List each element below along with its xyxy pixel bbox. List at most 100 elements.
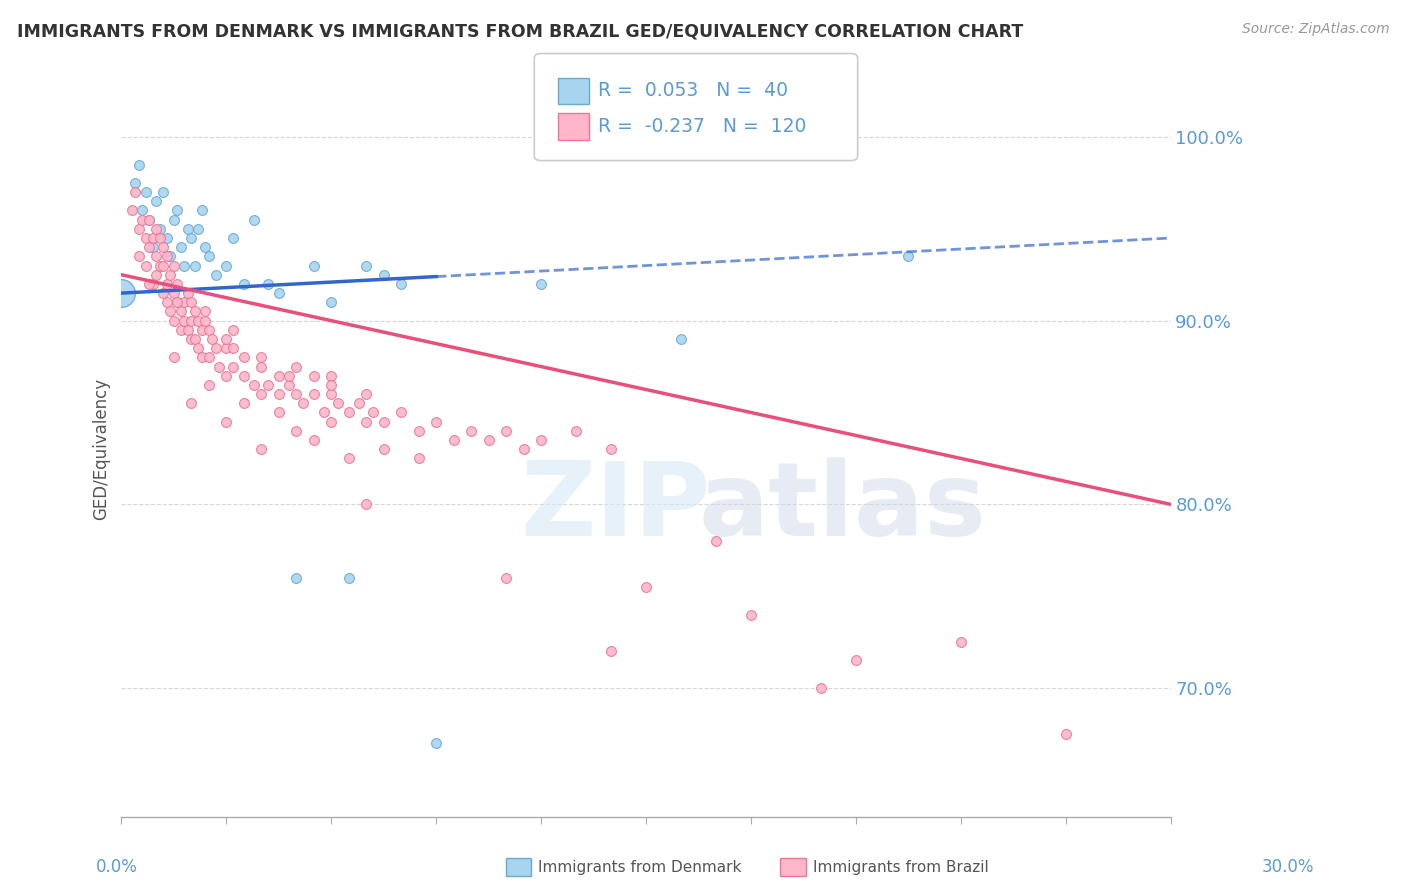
Point: [135, 185, 157, 199]
Point: [159, 304, 181, 318]
Point: [149, 222, 172, 236]
Point: [187, 341, 209, 355]
Point: [354, 259, 377, 273]
Point: [321, 415, 343, 429]
Point: [321, 378, 343, 392]
Point: [740, 607, 762, 622]
Point: [267, 286, 290, 301]
Point: [142, 231, 165, 245]
Text: IMMIGRANTS FROM DENMARK VS IMMIGRANTS FROM BRAZIL GED/EQUIVALENCY CORRELATION CH: IMMIGRANTS FROM DENMARK VS IMMIGRANTS FR…: [17, 22, 1024, 40]
Point: [460, 424, 482, 438]
Point: [170, 304, 193, 318]
Point: [425, 736, 447, 750]
Point: [373, 415, 395, 429]
Point: [250, 387, 273, 401]
Point: [600, 442, 623, 457]
Point: [145, 222, 167, 236]
Point: [177, 323, 200, 337]
Point: [138, 212, 160, 227]
Point: [180, 295, 202, 310]
Point: [478, 433, 501, 447]
Point: [205, 341, 228, 355]
Point: [389, 277, 412, 291]
Point: [354, 497, 377, 511]
Text: R =  -0.237   N =  120: R = -0.237 N = 120: [598, 117, 806, 136]
Point: [198, 323, 221, 337]
Point: [180, 332, 202, 346]
Point: [600, 644, 623, 658]
Point: [187, 313, 209, 327]
Point: [215, 332, 238, 346]
Point: [285, 571, 308, 585]
Point: [443, 433, 465, 447]
Point: [166, 295, 188, 310]
Point: [302, 433, 325, 447]
Point: [314, 405, 336, 419]
Point: [170, 323, 193, 337]
Point: [163, 259, 186, 273]
Point: [302, 259, 325, 273]
Point: [124, 185, 146, 199]
Point: [215, 259, 238, 273]
Y-axis label: GED/Equivalency: GED/Equivalency: [93, 378, 110, 520]
Point: [285, 359, 308, 374]
Text: 30.0%: 30.0%: [1263, 858, 1315, 876]
Point: [135, 231, 157, 245]
Text: Immigrants from Denmark: Immigrants from Denmark: [538, 860, 742, 874]
Point: [257, 378, 280, 392]
Point: [138, 212, 160, 227]
Point: [337, 405, 360, 419]
Point: [215, 368, 238, 383]
Point: [142, 277, 165, 291]
Point: [166, 203, 188, 218]
Point: [131, 203, 153, 218]
Point: [191, 203, 214, 218]
Point: [321, 295, 343, 310]
Point: [184, 332, 207, 346]
Point: [530, 433, 553, 447]
Point: [347, 396, 370, 410]
Point: [156, 295, 179, 310]
Point: [194, 240, 217, 254]
Point: [278, 368, 301, 383]
Point: [328, 396, 350, 410]
Point: [634, 580, 657, 594]
Point: [194, 304, 217, 318]
Point: [173, 313, 195, 327]
Point: [142, 240, 165, 254]
Point: [530, 277, 553, 291]
Point: [250, 442, 273, 457]
Point: [128, 249, 150, 263]
Point: [302, 387, 325, 401]
Point: [156, 277, 179, 291]
Point: [222, 323, 245, 337]
Point: [512, 442, 534, 457]
Point: [198, 249, 221, 263]
Point: [163, 286, 186, 301]
Point: [243, 378, 266, 392]
Point: [163, 212, 186, 227]
Point: [267, 387, 290, 401]
Point: [222, 231, 245, 245]
Point: [128, 222, 150, 236]
Point: [191, 323, 214, 337]
Point: [156, 231, 179, 245]
Point: [1054, 727, 1077, 741]
Text: R =  0.053   N =  40: R = 0.053 N = 40: [598, 81, 787, 101]
Point: [180, 231, 202, 245]
Point: [222, 341, 245, 355]
Point: [128, 157, 150, 171]
Point: [173, 295, 195, 310]
Point: [145, 249, 167, 263]
Text: 0.0%: 0.0%: [96, 858, 138, 876]
Point: [201, 332, 224, 346]
Point: [110, 286, 132, 301]
Point: [495, 424, 517, 438]
Point: [232, 351, 254, 365]
Point: [187, 222, 209, 236]
Point: [166, 295, 188, 310]
Point: [131, 212, 153, 227]
Point: [159, 249, 181, 263]
Point: [408, 424, 430, 438]
Point: [704, 534, 727, 549]
